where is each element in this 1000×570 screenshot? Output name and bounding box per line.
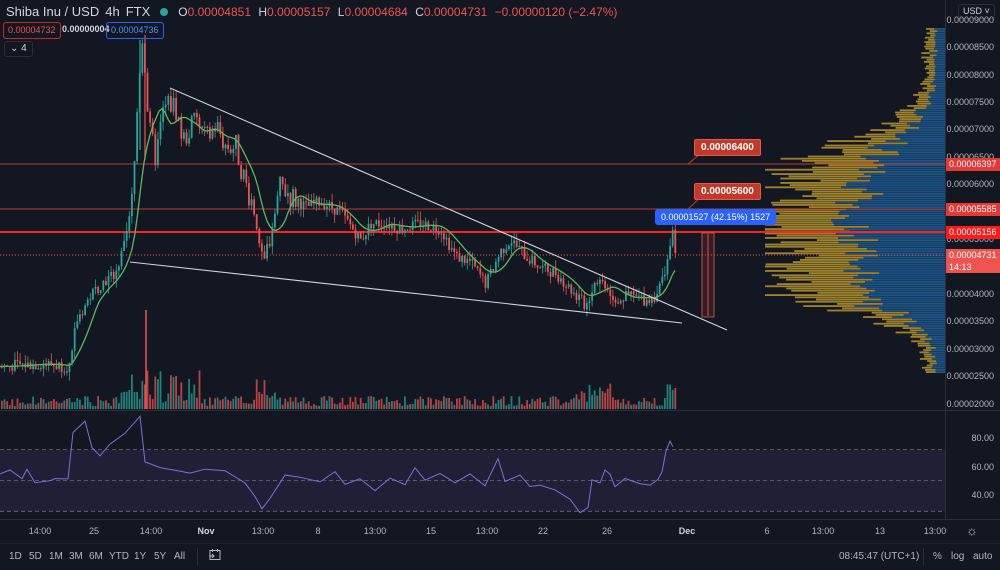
settings-gear-icon[interactable]: ☼ [966,523,978,538]
exchange-label: FTX [125,4,151,19]
range-button-1d[interactable]: 1D [9,551,22,562]
calendar-goto-icon [209,549,221,560]
price-scale-label: 0.00002500 [946,371,994,381]
axis-divider [0,519,1000,520]
rsi-scale-label: 60.00 [971,462,994,472]
rsi-line [0,415,674,514]
price-chart-canvas[interactable] [0,0,945,410]
time-axis-label: Dec [678,526,696,536]
price-scale[interactable]: USD ˅ 0.00009000 0.00008500 0.00008000 0.00… [946,0,1000,410]
go-to-date-button[interactable] [208,548,222,567]
auto-scale-toggle[interactable]: auto [973,551,993,562]
time-axis[interactable]: 14:00 25 14:00 Nov 13:00 8 13:00 15 13:00 22 26 Dec… [0,520,947,542]
indicator-count: 4 [21,43,27,54]
price-scale-tag: 0.00005585 [946,203,1000,216]
price-scale-label: 0.00006500 [946,152,994,162]
range-button-5d[interactable]: 5D [29,551,42,562]
range-button-5y[interactable]: 5Y [154,551,167,562]
time-axis-label: 13 [874,526,886,536]
close-label: C [415,4,424,19]
price-scale-label: 0.00002000 [946,399,994,409]
range-button-3m[interactable]: 3M [69,551,83,562]
rsi-scale[interactable]: 80.00 60.00 40.00 [946,411,1000,519]
price-scale-label: 0.00008000 [946,70,994,80]
price-chart-pane[interactable]: Shiba Inu / USD 4h FTX O0.00004851 H0.00… [0,0,945,410]
time-axis-label: 13:00 [475,526,499,536]
symbol-name[interactable]: Shiba Inu / USD [6,4,100,19]
time-axis-label: 8 [315,526,321,536]
candlesticks [1,35,677,381]
chevron-down-icon: ⌄ [10,43,19,54]
high-value: 0.00005157 [267,4,331,19]
range-button-6m[interactable]: 6M [89,551,103,562]
price-scale-label: 0.00007000 [946,124,994,134]
sell-button[interactable]: 0.00004732 [3,22,61,39]
spread-value: 0.00000004 [62,24,110,34]
rsi-scale-label: 40.00 [971,490,994,500]
buy-button[interactable]: 0.00004736 [106,22,164,39]
bottom-toolbar: 1D 5D 1M 3M 6M YTD 1Y 5Y All 08:45:47 (UTC+1) % … [0,543,1000,570]
wedge-upper-trendline [169,87,728,331]
price-scale-tag: 0.00006397 [946,158,1000,171]
time-axis-label: 13:00 [363,526,387,536]
market-open-status-icon [160,7,169,16]
price-callout-lower[interactable]: 0.00005600 [694,183,761,200]
price-callout-upper[interactable]: 0.00006400 [694,139,761,156]
open-value: 0.00004851 [187,4,251,19]
time-axis-label: 13:00 [923,526,947,536]
range-button-all[interactable]: All [174,551,186,562]
low-label: L [337,4,345,19]
range-button-1y[interactable]: 1Y [134,551,147,562]
time-axis-label: 26 [601,526,613,536]
pane-divider[interactable] [0,410,1000,411]
price-scale-label: 0.00009000 [946,15,994,25]
symbol-legend: Shiba Inu / USD 4h FTX O0.00004851 H0.00… [6,4,621,19]
time-axis-label: 22 [537,526,549,536]
time-axis-label: 25 [88,526,100,536]
scale-divider [945,0,946,520]
rsi-canvas[interactable] [0,411,945,519]
price-scale-label: 0.00003000 [946,344,994,354]
price-scale-tag: 0.00005156 [946,226,1000,239]
percent-scale-toggle[interactable]: % [933,551,942,562]
moving-average-line [0,107,676,368]
log-scale-toggle[interactable]: log [951,551,965,562]
price-scale-label: 0.00004000 [946,289,994,299]
price-scale-label: 0.00007500 [946,97,994,107]
price-scale-label: 0.00005000 [946,234,994,244]
currency-selector[interactable]: USD ˅ [958,4,995,19]
rsi-pane[interactable] [0,411,945,519]
price-range-measure-label[interactable]: 0.00001527 (42.15%) 1527 [655,209,777,225]
range-button-ytd[interactable]: YTD [109,551,129,562]
toolbar-divider [197,548,198,566]
close-value: 0.00004731 [423,4,488,19]
chevron-down-icon: ˅ [984,6,990,16]
volume-bars [1,310,677,409]
currency-label: USD [963,6,983,16]
time-axis-label: 13:00 [251,526,275,536]
interval-label[interactable]: 4h [105,4,120,19]
price-scale-label: 0.00008500 [946,42,994,52]
wedge-lower-trendline [129,261,683,324]
time-axis-label: 14:00 [139,526,163,536]
time-axis-label: 6 [764,526,770,536]
time-axis-label: Nov [197,526,215,536]
time-axis-label: 15 [425,526,437,536]
volume-profile [765,28,945,373]
high-label: H [258,4,268,19]
open-label: O [178,4,188,19]
time-axis-label: 13:00 [811,526,835,536]
time-axis-label: 14:00 [28,526,52,536]
price-scale-tag: 0.00004731 14:13 [946,249,1000,273]
change-value: −0.00000120 (−2.47%) [494,4,618,19]
price-scale-label: 0.00006000 [946,179,994,189]
toolbar-divider [923,548,924,566]
clock-timezone[interactable]: 08:45:47 (UTC+1) [839,551,920,562]
range-button-1m[interactable]: 1M [49,551,63,562]
price-scale-label: 0.00003500 [946,316,994,326]
indicators-collapse-button[interactable]: ⌄ 4 [4,41,33,57]
low-value: 0.00004684 [344,4,408,19]
rsi-scale-label: 80.00 [971,433,994,443]
